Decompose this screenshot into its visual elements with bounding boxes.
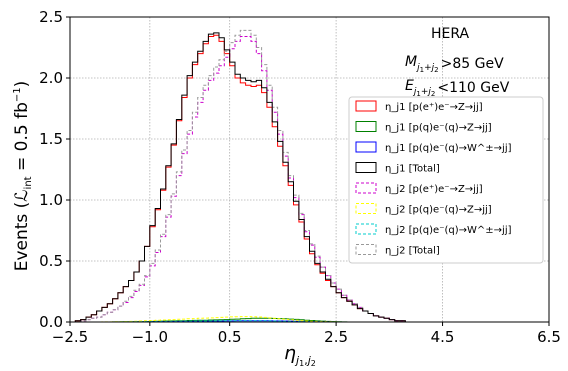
x-tick-label: −2.5 <box>52 328 88 346</box>
y-tick-label: 1.0 <box>39 191 63 209</box>
legend-swatch <box>355 223 377 235</box>
legend-swatch <box>355 182 377 194</box>
svg-text:Ej1+j2<110 GeV: Ej1+j2 <110 GeV <box>405 78 510 98</box>
legend-swatch <box>355 244 377 255</box>
y-tick-label: 0.5 <box>39 252 63 270</box>
legend-item: η_j2 [Total] <box>355 244 440 257</box>
y-tick-label: 0.0 <box>39 313 63 331</box>
legend-label: η_j1 [p(e⁺)e⁻→Z→jj] <box>385 102 483 113</box>
y-axis-label: Events (ℒint = 0.5 fb−1) <box>12 81 34 272</box>
legend-item: η_j2 [p(e⁺)e⁻→Z→jj] <box>355 182 483 195</box>
annotation-experiment: HERA <box>431 26 470 42</box>
x-tick-label: −1.0 <box>132 328 168 346</box>
legend-label: η_j2 [p(q)e⁻(q)→W^±→jj] <box>385 225 512 236</box>
legend-swatch <box>355 203 377 214</box>
x-tick-label: 4.5 <box>431 328 455 346</box>
svg-text:Mj1+j2>85 GeV: Mj1+j2 >85 GeV <box>405 54 504 74</box>
x-tick-label: 0.5 <box>218 328 242 346</box>
annotation-energy-cut: Ej1+j2 <110 GeV <box>405 78 510 98</box>
axis-ticks: −2.5 −1.0 0.5 2.5 4.5 6.5 0.0 0.5 1.0 1.5 2.0 2.5 <box>39 8 561 346</box>
y-tick-label: 2.5 <box>39 8 63 26</box>
plot-frame <box>69 16 550 323</box>
legend-label: η_j2 [p(q)e⁻(q)→Z→jj] <box>385 205 492 216</box>
legend-item: η_j1 [p(e⁺)e⁻→Z→jj] <box>355 100 483 113</box>
series-line-8 <box>70 29 416 323</box>
y-tick-label: 1.5 <box>39 130 63 148</box>
legend-label: η_j2 [p(e⁺)e⁻→Z→jj] <box>385 184 483 195</box>
legend-item: η_j2 [p(q)e⁻(q)→Z→jj] <box>355 203 492 216</box>
series-line-4 <box>70 32 416 323</box>
x-axis-label: ηj1,j2 <box>284 342 316 368</box>
legend-box <box>348 96 544 264</box>
svg-text:Events (ℒint = 0.5 fb−1): Events (ℒint = 0.5 fb−1) <box>12 81 34 272</box>
legend-item: η_j1 [Total] <box>355 162 440 175</box>
legend-label: η_j1 [p(q)e⁻(q)→Z→jj] <box>385 123 492 134</box>
legend-swatch <box>355 141 377 153</box>
annotation-mass-cut: Mj1+j2 >85 GeV <box>405 54 504 74</box>
legend-swatch <box>355 100 377 112</box>
legend-item: η_j2 [p(q)e⁻(q)→W^±→jj] <box>355 223 512 236</box>
legend-label: η_j2 [Total] <box>385 246 440 257</box>
svg-text:ηj1,j2: ηj1,j2 <box>284 342 316 367</box>
legend-item: η_j1 [p(q)e⁻(q)→W^±→jj] <box>355 141 512 154</box>
legend-label: η_j1 [Total] <box>385 164 440 175</box>
y-tick-label: 2.0 <box>39 69 63 87</box>
legend-item: η_j1 [p(q)e⁻(q)→Z→jj] <box>355 121 492 134</box>
legend-label: η_j1 [p(q)e⁻(q)→W^±→jj] <box>385 143 512 154</box>
legend: η_j1 [p(e⁺)e⁻→Z→jj] η_j1 [p(q)e⁻(q)→Z→jj]… <box>348 96 544 264</box>
legend-swatch <box>355 162 377 173</box>
legend-swatch <box>355 121 377 132</box>
x-tick-label: 6.5 <box>537 328 561 346</box>
x-tick-label: 2.5 <box>324 328 348 346</box>
